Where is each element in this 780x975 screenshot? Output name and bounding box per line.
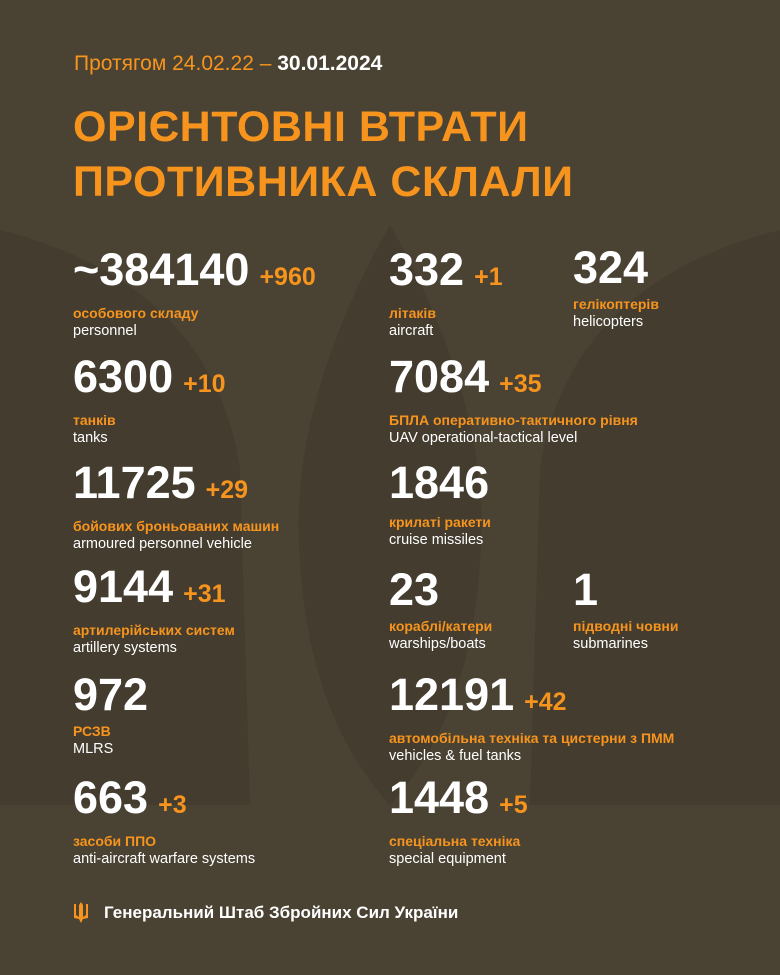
stat-special-equipment: 1448 +5 спеціальна техніка special equipmen… xyxy=(389,772,528,867)
stat-personnel: ~384140 +960 особового складу personnel xyxy=(73,244,316,339)
stat-warships: 23 кораблі/катери warships/boats xyxy=(389,564,493,652)
stat-helicopters: 324 гелікоптерів helicopters xyxy=(573,242,659,330)
period: Протягом 24.02.22 – 30.01.2024 xyxy=(74,52,383,75)
stat-uav: 7084 +35 БПЛА оперативно-тактичного рівня U… xyxy=(389,351,638,446)
stat-tanks: 6300 +10 танків tanks xyxy=(73,351,226,446)
stat-submarines: 1 підводні човни submarines xyxy=(573,564,679,652)
stat-mlrs: 972 РСЗВ MLRS xyxy=(73,669,149,757)
organization-name: Генеральний Штаб Збройних Сил України xyxy=(104,903,459,922)
stat-apv: 11725 +29 бойових броньованих машин armoure… xyxy=(73,457,280,552)
stat-aircraft: 332 +1 літаків aircraft xyxy=(389,244,503,339)
page-title: ОРІЄНТОВНІ ВТРАТИ ПРОТИВНИКА СКЛАЛИ xyxy=(73,103,574,206)
stat-air-defense: 663 +3 засоби ППО anti-aircraft warfare sys… xyxy=(73,772,256,867)
footer: Генеральний Штаб Збройних Сил України xyxy=(73,902,458,924)
stat-vehicles: 12191 +42 автомобільна техніка та цистерни… xyxy=(389,669,675,764)
stat-artillery: 9144 +31 артилерійських систем artillery sy… xyxy=(73,561,235,656)
trident-icon xyxy=(74,902,88,923)
stat-cruise-missiles: 1846 крилаті ракети cruise missiles xyxy=(389,457,491,548)
